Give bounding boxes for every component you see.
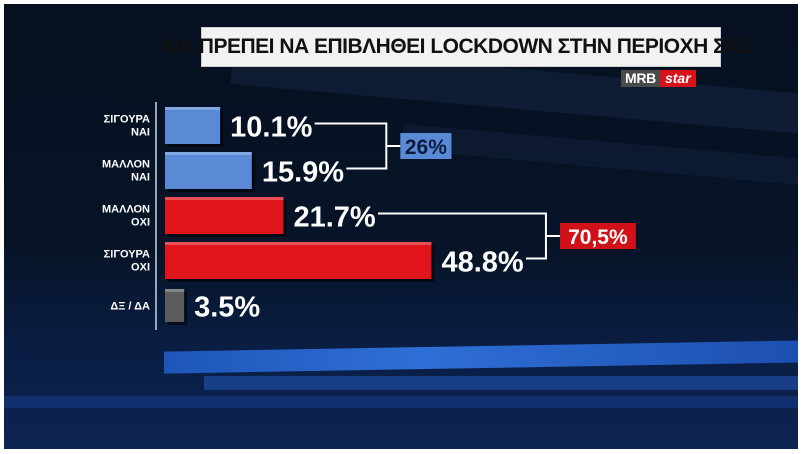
category-label: ΣΙΓΟΥΡΑ: [104, 114, 150, 126]
group-total-label: 26%: [405, 136, 447, 159]
bar: [165, 242, 432, 279]
bar: [165, 289, 185, 322]
value-label: 3.5%: [194, 292, 260, 324]
bar: [165, 107, 221, 144]
chart-title: ΘΑ ΠΡΕΠΕΙ ΝΑ ΕΠΙΒΛΗΘΕΙ LOCKDOWN ΣΤΗΝ ΠΕΡ…: [163, 35, 759, 58]
group-total-label: 70,5%: [568, 226, 628, 249]
category-label: ΟΧΙ: [131, 262, 150, 274]
value-label: 21.7%: [293, 202, 375, 234]
category-label: ΝΑΙ: [131, 127, 150, 139]
bar: [165, 197, 284, 234]
category-label: ΔΞ / ΔΑ: [110, 301, 150, 313]
category-label: ΣΙΓΟΥΡΑ: [104, 249, 150, 261]
bar-highlight: [165, 152, 252, 155]
floor-stripe: [4, 396, 798, 408]
bar-highlight: [165, 242, 432, 245]
group-total-box: [400, 133, 452, 159]
category-label: ΟΧΙ: [131, 217, 150, 229]
bar: [165, 152, 252, 189]
chart-panel: ΘΑ ΠΡΕΠΕΙ ΝΑ ΕΠΙΒΛΗΘΕΙ LOCKDOWN ΣΤΗΝ ΠΕΡ…: [4, 4, 798, 449]
category-label: ΝΑΙ: [131, 172, 150, 184]
logo-mrb-text: MRB: [621, 70, 660, 87]
logo-star-text: star: [659, 70, 696, 87]
floor-stripe: [204, 376, 798, 390]
bar-highlight: [165, 107, 221, 110]
bar-highlight: [165, 289, 185, 292]
category-label: ΜΑΛΛΟΝ: [102, 204, 150, 216]
value-label: 15.9%: [262, 157, 344, 189]
broadcaster-logo: MRB star: [621, 70, 696, 87]
value-label: 10.1%: [230, 112, 312, 144]
value-label: 48.8%: [441, 247, 523, 279]
bar-highlight: [165, 197, 284, 200]
group-total-box: [559, 223, 636, 249]
title-box: ΘΑ ΠΡΕΠΕΙ ΝΑ ΕΠΙΒΛΗΘΕΙ LOCKDOWN ΣΤΗΝ ΠΕΡ…: [164, 27, 759, 67]
category-label: ΜΑΛΛΟΝ: [102, 159, 150, 171]
